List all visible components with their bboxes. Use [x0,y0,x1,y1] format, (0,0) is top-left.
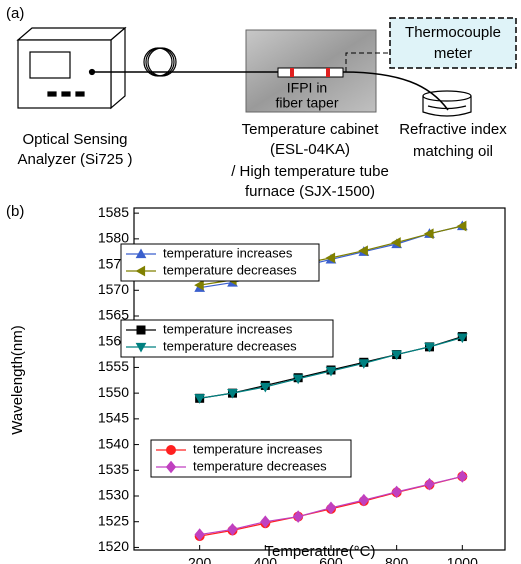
marker [457,470,468,483]
marker [358,359,370,369]
marker [259,382,271,393]
y-tick-label: 1535 [98,461,129,477]
marker [136,325,146,335]
marker [293,510,304,523]
legend-label: temperature decreases [163,262,297,277]
marker [135,342,147,353]
y-tick-label: 1580 [98,230,129,246]
cabinet-label: / High temperature tube [231,163,389,180]
y-tick-label: 1555 [98,358,129,374]
marker [423,228,434,240]
fiber-coil [143,47,177,77]
panel-label: (a) [6,5,24,22]
marker [194,394,206,404]
thermocouple [389,17,517,69]
legend-box [150,439,352,478]
y-tick-label: 1545 [98,410,129,426]
marker [424,477,435,491]
x-tick-label: 800 [385,555,409,564]
marker [391,350,403,361]
x-tick-label: 1000 [447,555,478,564]
analyzer-label: Optical Sensing [22,131,127,148]
cabinet-label: (ESL-04KA) [270,141,350,158]
marker [325,252,336,264]
marker [135,265,146,277]
cabinet-label: furnace (SJX-1500) [245,183,375,200]
analyzer-label: Analyzer (Si725 ) [17,151,132,168]
x-tick-label: 400 [254,555,278,564]
fiber [92,71,449,111]
panel-label: (b) [6,203,24,220]
marker [391,237,401,248]
thermocouple-wire [345,52,390,72]
marker [194,528,205,541]
x-tick-label: 200 [188,555,212,564]
legend-box [120,319,334,358]
sensor-label: IFPI in [287,80,327,96]
marker [456,333,468,344]
y-tick-label: 1520 [98,538,129,554]
marker [135,248,147,259]
y-tick-label: 1585 [98,204,129,220]
marker [166,445,176,455]
cabinet-label: Temperature cabinet [242,121,380,138]
marker [424,342,435,353]
legend-label: temperature increases [193,441,323,456]
fiber-taper [277,67,344,78]
marker [325,366,337,377]
sensor-label: fiber taper [275,95,338,111]
legend-box [120,243,320,282]
marker [325,501,337,515]
marker [227,523,238,536]
oil-label: Refractive index [399,121,507,138]
marker [456,220,467,232]
y-axis-label: Wavelength(nm) [9,325,26,434]
marker [260,515,271,529]
marker [194,279,204,291]
legend-label: temperature decreases [193,458,327,473]
oil-label: matching oil [413,143,493,160]
marker [391,485,402,499]
thermocouple-label: meter [434,45,472,62]
plot-frame [133,207,506,551]
marker [165,460,177,474]
marker [227,389,238,399]
marker [358,493,369,507]
y-tick-label: 1530 [98,487,129,503]
x-axis-label: Temperature(°C) [264,543,375,560]
y-tick-label: 1550 [98,384,129,400]
thermocouple-label: Thermocouple [405,24,501,41]
x-tick-label: 600 [319,555,343,564]
y-tick-label: 1565 [98,307,129,323]
y-tick-label: 1540 [98,435,129,451]
legend-label: temperature increases [163,245,293,260]
y-tick-label: 1570 [98,281,129,297]
marker [292,374,304,385]
marker [358,245,368,257]
analyzer [16,26,127,110]
legend-label: temperature increases [163,321,293,336]
oil-beaker [422,90,472,117]
legend-label: temperature decreases [163,338,297,353]
y-tick-label: 1525 [98,512,129,528]
